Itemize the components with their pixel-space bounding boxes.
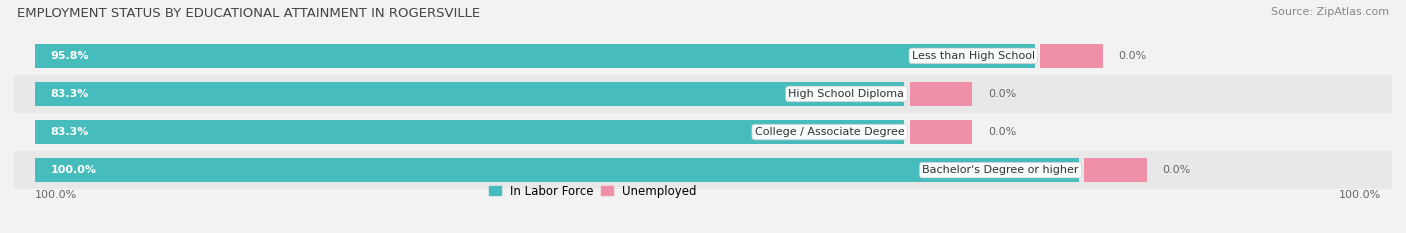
Text: 100.0%: 100.0% [1340, 190, 1382, 200]
Bar [910, 120, 973, 144]
Text: 0.0%: 0.0% [1163, 165, 1191, 175]
Text: 100.0%: 100.0% [51, 165, 97, 175]
Bar [14, 113, 1392, 151]
Bar [35, 44, 1035, 68]
Bar [910, 82, 973, 106]
Text: 0.0%: 0.0% [1118, 51, 1147, 61]
Bar [1084, 158, 1147, 182]
Bar [14, 75, 1392, 113]
Text: Bachelor's Degree or higher: Bachelor's Degree or higher [922, 165, 1078, 175]
Text: Source: ZipAtlas.com: Source: ZipAtlas.com [1271, 7, 1389, 17]
Bar [14, 151, 1392, 189]
Text: 83.3%: 83.3% [51, 127, 89, 137]
Legend: In Labor Force, Unemployed: In Labor Force, Unemployed [489, 185, 696, 198]
Text: EMPLOYMENT STATUS BY EDUCATIONAL ATTAINMENT IN ROGERSVILLE: EMPLOYMENT STATUS BY EDUCATIONAL ATTAINM… [17, 7, 479, 20]
Text: 0.0%: 0.0% [988, 89, 1017, 99]
Text: 100.0%: 100.0% [35, 190, 77, 200]
Text: 95.8%: 95.8% [51, 51, 89, 61]
Bar [35, 120, 904, 144]
Bar [35, 82, 904, 106]
Text: Less than High School: Less than High School [912, 51, 1035, 61]
Text: 83.3%: 83.3% [51, 89, 89, 99]
Text: High School Diploma: High School Diploma [789, 89, 904, 99]
Bar [14, 37, 1392, 75]
Bar [1040, 44, 1102, 68]
Text: College / Associate Degree: College / Associate Degree [755, 127, 904, 137]
Text: 0.0%: 0.0% [988, 127, 1017, 137]
Bar [35, 158, 1078, 182]
